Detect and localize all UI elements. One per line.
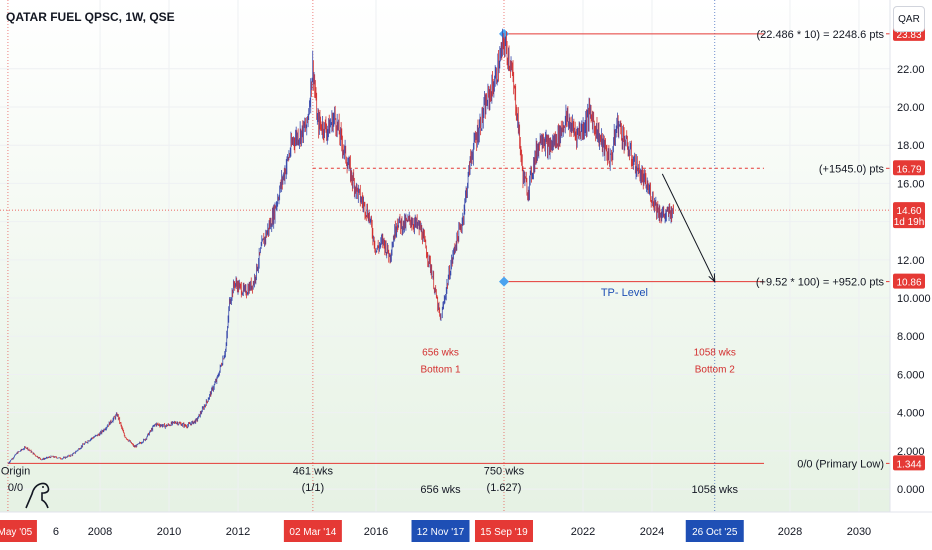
- date-badge: 02 Mar '14: [283, 520, 342, 542]
- annotation-label: 0/0: [8, 482, 23, 494]
- bottom-label: 656 wks: [422, 347, 459, 358]
- bottom-label: Bottom 2: [695, 365, 735, 376]
- date-badge: 26 Oct '25: [685, 520, 744, 542]
- time-tick-label: 2008: [88, 526, 112, 538]
- projection-arrow: [661, 173, 716, 282]
- chart-title: QATAR FUEL QPSC, 1W, QSE: [6, 10, 175, 24]
- price-tick-label: 0.000: [897, 484, 925, 496]
- time-tick-label: 2010: [157, 526, 181, 538]
- price-badge: [893, 202, 925, 229]
- grid-lines: [0, 0, 890, 512]
- price-tick-label: 6.000: [897, 369, 925, 381]
- price-scale-label: 10.86: [893, 273, 925, 289]
- arrow-head: [708, 273, 716, 283]
- price-badge-text: 1.344: [896, 459, 921, 470]
- price-tick-label: 12.00: [897, 255, 925, 267]
- annotation-label: 656 wks: [420, 484, 461, 496]
- dino-logo: [25, 482, 50, 509]
- level: (22.486 * 10) = 2248.6 pts: [503, 29, 890, 41]
- date-badge-box: [411, 520, 470, 542]
- level: (+1545.0) pts: [312, 163, 890, 175]
- date-badge: 15 Sep '19: [474, 520, 533, 542]
- annotation-label: (1/1): [302, 482, 325, 494]
- time-tick-label: 2028: [778, 526, 802, 538]
- date-badge: 01 May '05: [0, 520, 37, 542]
- price-badge: [893, 160, 925, 176]
- level: 0/0 (Primary Low): [7, 458, 890, 470]
- price-tick-label: 8.000: [897, 331, 925, 343]
- date-badge-box: [283, 520, 342, 542]
- plot-background: [0, 0, 890, 512]
- date-badge-box: [474, 520, 533, 542]
- currency-button[interactable]: QAR: [893, 6, 925, 32]
- price-tick-label: 10.000: [897, 293, 931, 305]
- time-axis[interactable]: 2008 2010 2012 2016 2022 2024 2028 2030 6 01 May …: [0, 511, 932, 542]
- level-handle: [498, 276, 509, 287]
- price-scale-label: 1.344: [893, 455, 925, 471]
- tp-level-label: TP- Level: [601, 287, 648, 299]
- price-badge-text: 14.60: [896, 206, 921, 217]
- level-label: (+9.52 * 100) = +952.0 pts: [756, 277, 885, 289]
- level-label: (22.486 * 10) = 2248.6 pts: [756, 29, 884, 41]
- price-badge-text: 10.86: [896, 278, 921, 289]
- time-tick-label: 2012: [226, 526, 250, 538]
- price-badge: [893, 273, 925, 289]
- date-badge-box: [685, 520, 744, 542]
- annotation-label: 1058 wks: [692, 484, 739, 496]
- price-tick-label: 18.00: [897, 140, 925, 152]
- annotation-label: Origin: [1, 466, 30, 478]
- level-label: (+1545.0) pts: [819, 163, 885, 175]
- time-tick-label: 2022: [571, 526, 595, 538]
- date-badge-text: 12 Nov '17: [417, 527, 465, 538]
- price-tick-label: 16.00: [897, 178, 925, 190]
- annotation-label: 750 wks: [484, 466, 525, 478]
- date-badge-text: 01 May '05: [0, 527, 33, 538]
- level-label: 0/0 (Primary Low): [797, 458, 884, 470]
- annotations: Origin 0/0 461 wks (1/1) 656 wks 750 wks (1.62…: [1, 173, 739, 496]
- bottom-label: 1058 wks: [694, 347, 736, 358]
- time-tick-label: 2024: [640, 526, 664, 538]
- bottom-label: Bottom 1: [420, 365, 460, 376]
- candles: [7, 28, 674, 464]
- date-badge-text: 15 Sep '19: [480, 527, 528, 538]
- annotation-label: (1.627): [487, 482, 522, 494]
- date-badge-text: 26 Oct '25: [692, 527, 738, 538]
- time-tick-label: 6: [53, 526, 59, 538]
- level: (+9.52 * 100) = +952.0 pts: [503, 277, 890, 289]
- price-badge: [893, 455, 925, 471]
- price-badge-subtext: 1d 19h: [894, 217, 925, 228]
- price-badge-text: 16.79: [896, 164, 921, 175]
- price-tick-label: 2.000: [897, 446, 925, 458]
- date-badge-box: [0, 520, 37, 542]
- price-axis[interactable]: 22.0020.0018.0016.0014.0012.0010.0008.00…: [889, 0, 931, 512]
- time-tick-label: 2016: [364, 526, 388, 538]
- vertical-markers: [0, 0, 890, 512]
- price-scale-label: 16.79: [893, 160, 925, 176]
- annotation-label: 461 wks: [293, 466, 334, 478]
- price-badge-text: 23.83: [896, 30, 921, 41]
- date-badge-text: 02 Mar '14: [289, 527, 336, 538]
- price-tick-label: 20.00: [897, 102, 925, 114]
- time-tick-label: 2030: [847, 526, 871, 538]
- date-badge: 12 Nov '17: [411, 520, 470, 542]
- price-tick-label: 4.000: [897, 408, 925, 420]
- price-tick-label: 22.00: [897, 64, 925, 76]
